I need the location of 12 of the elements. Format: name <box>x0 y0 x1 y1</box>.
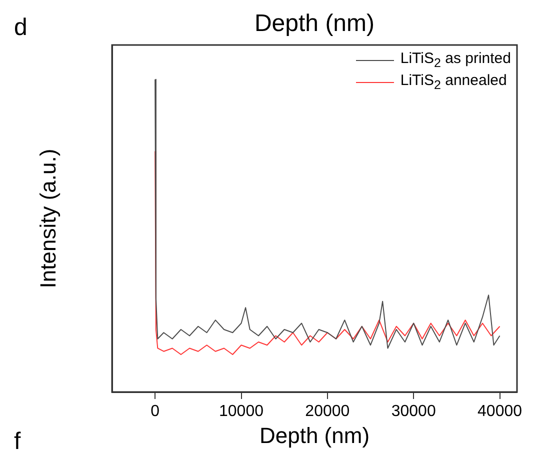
x-tick-label: 20000 <box>305 403 350 420</box>
x-tick-label: 30000 <box>391 403 436 420</box>
text: f <box>14 428 21 456</box>
legend-label: LiTiS$_{2}$ as printed <box>400 50 511 70</box>
x-tick-label: 0 <box>150 403 160 420</box>
legend-label: LiTiS$_{2}$ annealed <box>400 72 507 92</box>
x-tick-label: 10000 <box>219 403 264 420</box>
x-tick-label: 40000 <box>478 403 522 420</box>
text: d <box>14 14 28 42</box>
x-axis-title: Depth (nm) <box>259 422 370 448</box>
y-axis-title: Intensity (a.u.) <box>35 148 60 288</box>
text: Depth (nm) <box>254 10 375 38</box>
